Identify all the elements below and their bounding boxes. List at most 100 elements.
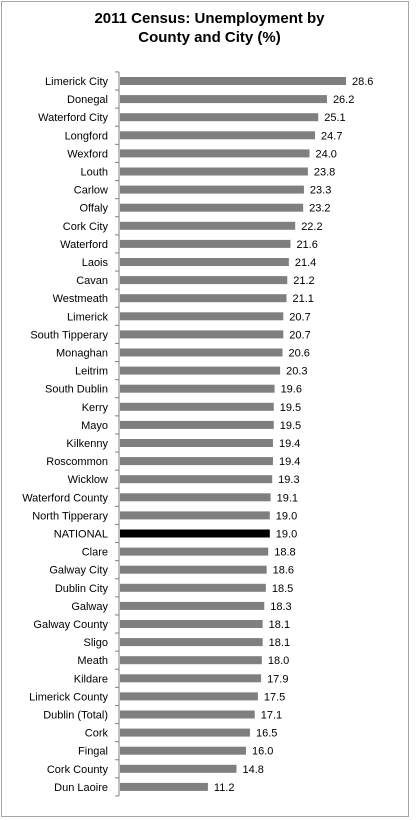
value-label: 18.5 (272, 583, 293, 595)
category-label: Cavan (76, 275, 108, 287)
value-label: 20.7 (289, 329, 310, 341)
bar (120, 601, 265, 610)
value-label: 20.3 (286, 366, 307, 378)
value-label: 24.0 (315, 148, 336, 160)
bar (120, 258, 289, 266)
category-label: Waterford (60, 239, 108, 251)
value-label: 20.6 (289, 348, 310, 360)
category-label: Limerick County (29, 691, 108, 703)
value-label: 19.6 (281, 384, 302, 396)
bar (120, 221, 296, 230)
bar (120, 312, 284, 321)
value-label: 19.1 (277, 492, 298, 504)
value-label: 18.3 (270, 601, 291, 613)
category-label: Limerick (67, 311, 108, 323)
category-label: South Dublin (45, 384, 108, 396)
bar (120, 674, 262, 683)
category-label: Kerry (82, 402, 109, 414)
category-label: Dublin (Total) (43, 710, 108, 722)
bar (120, 113, 319, 122)
value-label: 18.1 (269, 619, 290, 631)
bar (120, 402, 274, 411)
bar (120, 203, 304, 212)
bar (120, 782, 208, 791)
category-label: Waterford City (38, 112, 108, 124)
category-label: Kilkenny (66, 438, 108, 450)
category-label: Wicklow (68, 474, 108, 486)
category-label: Mayo (81, 420, 108, 432)
bar (120, 95, 327, 104)
category-label: Laois (82, 257, 109, 269)
value-label: 26.2 (333, 94, 354, 106)
bar (120, 475, 273, 484)
bar (120, 583, 266, 592)
value-label: 22.2 (301, 221, 322, 233)
category-label: Cork County (47, 764, 109, 776)
category-label: Meath (77, 655, 108, 667)
bar (120, 692, 258, 701)
value-label: 16.0 (252, 746, 273, 758)
bar (120, 185, 304, 194)
value-label: 20.7 (289, 311, 310, 323)
bar (120, 764, 237, 773)
bar (120, 131, 316, 140)
category-label: Monaghan (56, 348, 108, 360)
bar (120, 348, 283, 357)
bar (120, 439, 273, 447)
value-label: 16.5 (256, 728, 277, 740)
category-label: Dun Laoire (54, 782, 108, 794)
chart-title: 2011 Census: Unemployment by County and … (94, 10, 325, 46)
category-label: Clare (82, 547, 108, 559)
value-label: 18.6 (273, 565, 294, 577)
value-label: 21.4 (295, 257, 316, 269)
category-label: Leitrim (75, 366, 108, 378)
bar (120, 493, 271, 502)
value-label: 18.0 (268, 655, 289, 667)
category-label: Galway (71, 601, 108, 613)
category-label: Fingal (78, 746, 108, 758)
bar (120, 366, 281, 375)
value-label: 11.2 (214, 782, 235, 794)
value-label: 19.5 (280, 402, 301, 414)
category-label: Carlow (74, 185, 108, 197)
value-label: 18.1 (269, 637, 290, 649)
value-label: 19.0 (276, 510, 297, 522)
value-label: 18.8 (274, 547, 295, 559)
category-label: Westmeath (53, 293, 108, 305)
category-label: Longford (65, 130, 108, 142)
bar (120, 710, 255, 719)
bar (120, 511, 270, 520)
bar (120, 330, 284, 339)
bar (120, 294, 287, 303)
category-label: Offaly (79, 203, 108, 215)
category-label: Limerick City (45, 76, 108, 88)
value-label: 25.1 (324, 112, 345, 124)
bar (120, 746, 246, 755)
category-label: Galway City (49, 565, 108, 577)
value-label: 19.3 (278, 474, 299, 486)
bar (120, 167, 308, 176)
category-label: South Tipperary (30, 329, 108, 341)
bar-national (120, 529, 270, 538)
value-label: 28.6 (352, 76, 373, 88)
category-label: Louth (80, 167, 108, 179)
value-label: 19.4 (279, 456, 300, 468)
value-label: 19.5 (280, 420, 301, 432)
bar (120, 457, 273, 466)
value-label: 21.6 (296, 239, 317, 251)
value-label: 17.9 (267, 673, 288, 685)
bar (120, 239, 291, 248)
value-label: 23.2 (309, 203, 330, 215)
category-label: Roscommon (46, 456, 108, 468)
bar (120, 620, 263, 628)
value-label: 19.0 (276, 529, 297, 541)
value-label: 17.1 (261, 710, 282, 722)
bar (120, 384, 275, 393)
bar (120, 77, 346, 85)
bar (120, 149, 310, 158)
category-label: NATIONAL (54, 529, 108, 541)
bar (120, 656, 262, 665)
category-label: Kildare (74, 673, 108, 685)
bar (120, 276, 288, 285)
